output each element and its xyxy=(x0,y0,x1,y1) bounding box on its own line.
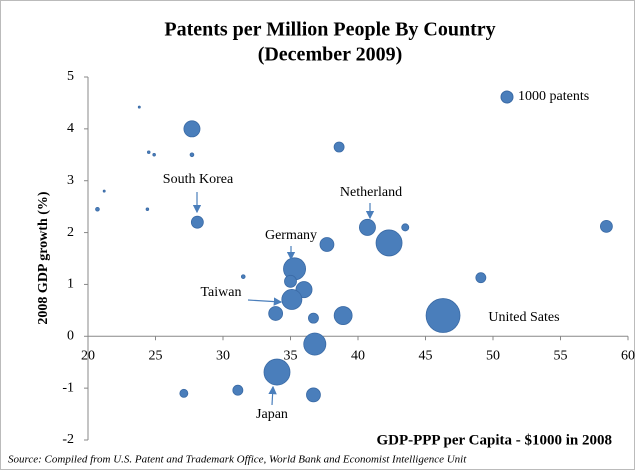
annotation: Japan xyxy=(256,407,288,422)
bubble xyxy=(306,387,321,403)
annotation: South Korea xyxy=(163,172,234,187)
bubble xyxy=(137,105,141,109)
x-tick-label: 35 xyxy=(284,349,298,364)
x-axis-label: GDP-PPP per Capita - $1000 in 2008 xyxy=(376,432,612,448)
bubble xyxy=(600,219,613,233)
annotation-arrow xyxy=(247,297,283,306)
y-tick-label: 2 xyxy=(67,225,74,240)
y-tick-label: -2 xyxy=(62,432,74,447)
annotation: Netherland xyxy=(340,185,402,200)
bubble xyxy=(190,215,204,229)
chart-title: Patents per Million People By Country xyxy=(164,19,495,41)
y-tick-label: 1 xyxy=(67,277,74,292)
x-tick-label: 50 xyxy=(486,349,500,364)
bubble xyxy=(145,207,150,211)
bubble xyxy=(303,332,327,356)
bubble xyxy=(189,152,195,158)
bubble xyxy=(263,358,291,386)
y-tick-label: 0 xyxy=(67,329,74,344)
bubble xyxy=(179,388,189,398)
y-tick-label: -1 xyxy=(62,380,74,395)
bubble xyxy=(475,272,487,284)
y-tick-label: 5 xyxy=(67,69,74,84)
x-tick-label: 25 xyxy=(149,349,163,364)
annotation-arrow xyxy=(268,385,277,406)
bubble xyxy=(281,289,303,310)
chart-subtitle: (December 2009) xyxy=(258,44,403,66)
bubble xyxy=(425,298,461,333)
legend-label: 1000 patents xyxy=(518,89,589,104)
y-axis-label: 2008 GDP growth (%) xyxy=(36,191,51,324)
source-note: Source: Compiled from U.S. Patent and Tr… xyxy=(8,454,467,466)
bubble xyxy=(319,237,335,252)
bubble xyxy=(102,189,106,193)
bubble xyxy=(375,229,403,257)
bubble xyxy=(284,274,297,288)
x-tick-label: 55 xyxy=(554,349,568,364)
y-tick-label: 4 xyxy=(67,121,74,136)
bubble xyxy=(268,306,284,321)
legend-marker xyxy=(500,90,514,104)
annotation: Taiwan xyxy=(200,285,241,300)
bubble xyxy=(152,153,156,157)
bubble xyxy=(308,312,319,324)
bubble xyxy=(232,384,244,396)
bubble xyxy=(95,206,100,212)
x-tick-label: 30 xyxy=(216,349,230,364)
bubble xyxy=(183,120,201,138)
bubble xyxy=(147,150,151,154)
x-tick-label: 40 xyxy=(351,349,365,364)
x-tick-label: 45 xyxy=(419,349,433,364)
x-tick-label: 20 xyxy=(81,349,95,364)
annotation: Germany xyxy=(265,228,317,243)
bubble xyxy=(401,223,410,232)
bubble xyxy=(240,274,246,279)
annotation: United Sates xyxy=(488,310,559,325)
bubble xyxy=(333,141,345,153)
bubble xyxy=(359,218,376,236)
bubble xyxy=(333,306,353,325)
y-tick-label: 3 xyxy=(67,173,74,188)
x-tick-label: 60 xyxy=(621,349,635,364)
